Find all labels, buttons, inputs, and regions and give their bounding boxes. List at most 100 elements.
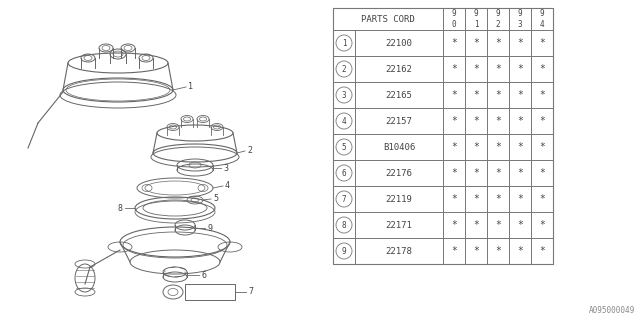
Text: 22162: 22162 — [385, 65, 412, 74]
Bar — [333, 82, 355, 108]
Bar — [509, 8, 531, 30]
Bar — [465, 238, 487, 264]
Bar — [531, 186, 553, 212]
Text: 6: 6 — [201, 270, 206, 279]
Bar — [355, 108, 443, 134]
Bar — [333, 212, 355, 238]
Bar — [443, 108, 465, 134]
Text: 4: 4 — [342, 116, 346, 125]
Bar — [443, 56, 465, 82]
Bar — [443, 238, 465, 264]
Text: *: * — [451, 38, 457, 48]
Bar — [487, 212, 509, 238]
Bar — [509, 186, 531, 212]
Text: *: * — [473, 220, 479, 230]
Bar — [443, 212, 465, 238]
Bar — [509, 82, 531, 108]
Bar — [443, 186, 465, 212]
Text: *: * — [539, 90, 545, 100]
Bar — [355, 238, 443, 264]
Text: *: * — [517, 64, 523, 74]
Text: *: * — [473, 64, 479, 74]
Bar — [355, 56, 443, 82]
Text: 7: 7 — [248, 287, 253, 297]
Bar — [509, 212, 531, 238]
Text: 5: 5 — [342, 142, 346, 151]
Text: *: * — [539, 38, 545, 48]
Text: *: * — [451, 194, 457, 204]
Bar — [465, 212, 487, 238]
Bar — [355, 82, 443, 108]
Text: *: * — [539, 168, 545, 178]
Text: 2: 2 — [342, 65, 346, 74]
Text: *: * — [517, 116, 523, 126]
Text: *: * — [495, 64, 501, 74]
Text: *: * — [473, 168, 479, 178]
Text: *: * — [495, 38, 501, 48]
Text: *: * — [517, 246, 523, 256]
Text: *: * — [495, 142, 501, 152]
Text: *: * — [473, 194, 479, 204]
Text: 9
3: 9 3 — [518, 9, 522, 29]
Text: 3: 3 — [342, 91, 346, 100]
Text: *: * — [539, 64, 545, 74]
Bar — [355, 212, 443, 238]
Bar — [531, 238, 553, 264]
Bar — [333, 56, 355, 82]
Text: 22178: 22178 — [385, 246, 412, 255]
Bar — [509, 30, 531, 56]
Text: 9: 9 — [207, 223, 212, 233]
Bar — [465, 134, 487, 160]
Text: 9: 9 — [342, 246, 346, 255]
Text: 1: 1 — [342, 38, 346, 47]
Text: *: * — [451, 90, 457, 100]
Text: 9
2: 9 2 — [496, 9, 500, 29]
Text: *: * — [517, 142, 523, 152]
Bar — [333, 134, 355, 160]
Text: 22171: 22171 — [385, 220, 412, 229]
Bar — [465, 56, 487, 82]
Bar — [487, 134, 509, 160]
Bar — [333, 8, 443, 30]
Bar — [465, 186, 487, 212]
Bar — [531, 82, 553, 108]
Text: 22119: 22119 — [385, 195, 412, 204]
Bar — [443, 82, 465, 108]
Bar — [509, 160, 531, 186]
Text: B10406: B10406 — [383, 142, 415, 151]
Bar — [509, 108, 531, 134]
Bar — [487, 238, 509, 264]
Text: *: * — [451, 168, 457, 178]
Bar — [465, 8, 487, 30]
Text: *: * — [539, 116, 545, 126]
Text: *: * — [495, 194, 501, 204]
Bar — [531, 108, 553, 134]
Bar — [465, 82, 487, 108]
Text: 22165: 22165 — [385, 91, 412, 100]
Text: *: * — [473, 38, 479, 48]
Text: 22176: 22176 — [385, 169, 412, 178]
Text: *: * — [517, 90, 523, 100]
Text: *: * — [495, 246, 501, 256]
Text: 9
0: 9 0 — [452, 9, 456, 29]
Bar — [333, 160, 355, 186]
Text: 4: 4 — [225, 180, 230, 189]
Text: 6: 6 — [342, 169, 346, 178]
Bar — [333, 30, 355, 56]
Bar — [333, 238, 355, 264]
Text: *: * — [451, 64, 457, 74]
Bar — [465, 108, 487, 134]
Text: *: * — [495, 220, 501, 230]
Bar — [355, 186, 443, 212]
Text: *: * — [517, 168, 523, 178]
Text: 8: 8 — [118, 204, 123, 212]
Bar — [443, 160, 465, 186]
Bar — [531, 212, 553, 238]
Text: *: * — [451, 142, 457, 152]
Bar — [355, 134, 443, 160]
Bar — [487, 160, 509, 186]
Text: *: * — [539, 220, 545, 230]
Bar — [443, 8, 465, 30]
Text: *: * — [473, 142, 479, 152]
Text: A095000049: A095000049 — [589, 306, 635, 315]
